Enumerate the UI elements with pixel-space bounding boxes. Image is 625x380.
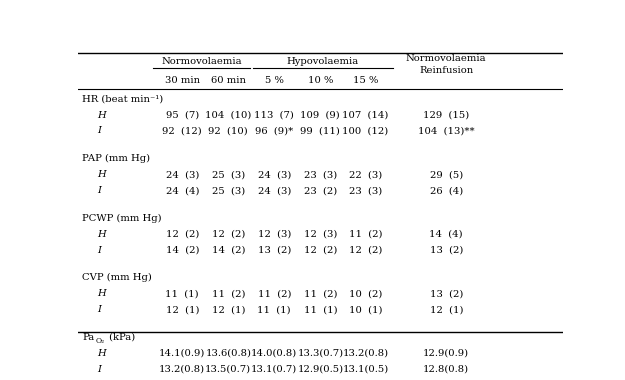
Text: 13  (2): 13 (2) [429,290,463,298]
Text: 14  (2): 14 (2) [166,245,199,255]
Text: PCWP (mm Hg): PCWP (mm Hg) [82,214,162,223]
Text: 107  (14): 107 (14) [342,111,389,120]
Text: 12  (1): 12 (1) [211,305,245,314]
Text: Normovolaemia: Normovolaemia [161,57,242,66]
Text: 25  (3): 25 (3) [212,186,245,195]
Text: I: I [98,186,101,195]
Text: 13  (2): 13 (2) [429,245,463,255]
Text: 12  (2): 12 (2) [212,230,245,239]
Text: HR (beat min⁻¹): HR (beat min⁻¹) [82,94,163,103]
Text: 24  (3): 24 (3) [258,186,291,195]
Text: 13.3(0.7): 13.3(0.7) [298,349,343,358]
Text: 12  (1): 12 (1) [429,305,463,314]
Text: H: H [98,290,106,298]
Text: 11  (2): 11 (2) [349,230,382,239]
Text: 23  (3): 23 (3) [304,170,337,179]
Text: 22  (3): 22 (3) [349,170,382,179]
Text: 12  (2): 12 (2) [304,245,337,255]
Text: 95  (7): 95 (7) [166,111,199,120]
Text: 12  (1): 12 (1) [166,305,199,314]
Text: 12.8(0.8): 12.8(0.8) [423,365,469,374]
Text: 25  (3): 25 (3) [212,170,245,179]
Text: 10 %: 10 % [308,76,333,85]
Text: 13.1(0.5): 13.1(0.5) [342,365,389,374]
Text: 24  (4): 24 (4) [166,186,199,195]
Text: 104  (13)**: 104 (13)** [418,127,474,136]
Text: 30 min: 30 min [165,76,200,85]
Text: 12.9(0.9): 12.9(0.9) [423,349,469,358]
Text: Pa: Pa [82,332,94,342]
Text: 26  (4): 26 (4) [429,186,463,195]
Text: 12.9(0.5): 12.9(0.5) [298,365,343,374]
Text: 129  (15): 129 (15) [423,111,469,120]
Text: 12  (3): 12 (3) [258,230,291,239]
Text: 12  (2): 12 (2) [349,245,382,255]
Text: 13.2(0.8): 13.2(0.8) [342,349,388,358]
Text: 24  (3): 24 (3) [166,170,199,179]
Text: 113  (7): 113 (7) [254,111,294,120]
Text: 10  (1): 10 (1) [349,305,382,314]
Text: 100  (12): 100 (12) [342,127,389,136]
Text: 14.0(0.8): 14.0(0.8) [251,349,298,358]
Text: 14.1(0.9): 14.1(0.9) [159,349,206,358]
Text: 11  (1): 11 (1) [166,290,199,298]
Text: CVP (mm Hg): CVP (mm Hg) [82,273,152,282]
Text: H: H [98,230,106,239]
Text: 14  (2): 14 (2) [211,245,245,255]
Text: 14  (4): 14 (4) [429,230,463,239]
Text: 13.6(0.8): 13.6(0.8) [205,349,251,358]
Text: 96  (9)*: 96 (9)* [255,127,293,136]
Text: PAP (mm Hg): PAP (mm Hg) [82,154,150,163]
Text: H: H [98,349,106,358]
Text: 11  (2): 11 (2) [258,290,291,298]
Text: Hypovolaemia: Hypovolaemia [287,57,359,66]
Text: I: I [98,245,101,255]
Text: 99  (11): 99 (11) [301,127,340,136]
Text: 11  (2): 11 (2) [304,290,337,298]
Text: Normovolaemia: Normovolaemia [406,54,487,63]
Text: 23  (3): 23 (3) [349,186,382,195]
Text: 13  (2): 13 (2) [258,245,291,255]
Text: 12  (3): 12 (3) [304,230,337,239]
Text: 109  (9): 109 (9) [301,111,340,120]
Text: 12  (2): 12 (2) [166,230,199,239]
Text: 15 %: 15 % [352,76,378,85]
Text: 13.5(0.7): 13.5(0.7) [205,365,251,374]
Text: 92  (10): 92 (10) [208,127,248,136]
Text: (kPa): (kPa) [106,332,136,342]
Text: 13.1(0.7): 13.1(0.7) [251,365,298,374]
Text: H: H [98,170,106,179]
Text: 24  (3): 24 (3) [258,170,291,179]
Text: 10  (2): 10 (2) [349,290,382,298]
Text: I: I [98,127,101,136]
Text: 92  (12): 92 (12) [162,127,202,136]
Text: I: I [98,305,101,314]
Text: 29  (5): 29 (5) [429,170,463,179]
Text: 11  (1): 11 (1) [304,305,337,314]
Text: 23  (2): 23 (2) [304,186,337,195]
Text: H: H [98,111,106,120]
Text: I: I [98,365,101,374]
Text: Reinfusion: Reinfusion [419,66,473,75]
Text: 11  (2): 11 (2) [211,290,245,298]
Text: 104  (10): 104 (10) [205,111,251,120]
Text: 11  (1): 11 (1) [258,305,291,314]
Text: 5 %: 5 % [265,76,284,85]
Text: O₂: O₂ [96,337,105,345]
Text: 13.2(0.8): 13.2(0.8) [159,365,206,374]
Text: 60 min: 60 min [211,76,246,85]
